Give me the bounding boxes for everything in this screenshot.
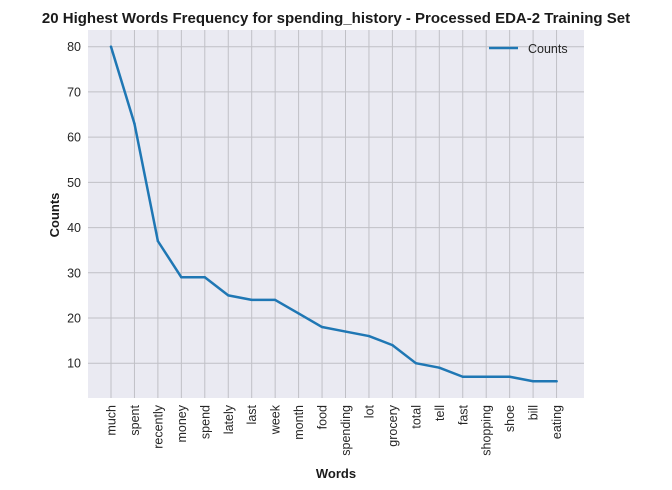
x-tick-label: lot — [362, 404, 376, 418]
y-tick-label: 30 — [67, 266, 81, 280]
x-tick-label: money — [175, 404, 189, 442]
y-tick-label: 10 — [67, 357, 81, 371]
data-point — [508, 375, 511, 378]
y-tick-label: 20 — [67, 311, 81, 325]
x-tick-label: tell — [433, 405, 447, 421]
x-tick-label: fast — [456, 404, 470, 425]
data-point — [227, 294, 230, 297]
data-point — [133, 122, 136, 125]
x-tick-label: eating — [550, 405, 564, 439]
x-tick-label: food — [316, 405, 330, 429]
x-tick-label: spend — [198, 405, 212, 439]
x-tick-label: week — [269, 404, 283, 435]
x-tick-label: last — [245, 404, 259, 424]
data-point — [273, 298, 277, 302]
data-point — [297, 312, 300, 315]
x-tick-label: lately — [222, 404, 236, 434]
x-tick-label: total — [409, 405, 423, 429]
y-tick-label: 60 — [67, 131, 81, 145]
x-axis: much spent recently money spend lately last wee… — [105, 404, 565, 455]
data-point — [203, 276, 206, 279]
data-point — [156, 239, 160, 243]
data-point — [180, 276, 183, 279]
x-axis-label: Words — [316, 466, 356, 481]
series-line-counts — [109, 45, 558, 383]
series-group — [109, 45, 558, 383]
y-tick-label: 40 — [67, 221, 81, 235]
y-tick-label: 50 — [67, 176, 81, 190]
data-point — [344, 330, 347, 333]
y-axis-label: Counts — [47, 193, 62, 238]
x-tick-label: bill — [527, 405, 541, 420]
data-point — [250, 298, 253, 302]
legend: Counts — [489, 42, 568, 56]
y-tick-label: 80 — [67, 40, 81, 54]
x-tick-label: shoe — [503, 405, 517, 432]
x-tick-label: spent — [128, 404, 142, 435]
data-point — [367, 334, 371, 338]
y-axis: 10 20 30 40 50 60 70 80 — [67, 40, 81, 370]
legend-label-counts: Counts — [528, 42, 568, 56]
x-tick-label: shopping — [480, 405, 494, 456]
data-point — [461, 375, 464, 378]
chart-title: 20 Highest Words Frequency for spending_… — [42, 10, 630, 27]
x-tick-label: grocery — [386, 404, 400, 446]
data-point — [531, 380, 535, 383]
plot-area — [88, 30, 584, 398]
x-tick-label: recently — [151, 404, 165, 449]
data-point — [555, 380, 558, 383]
data-point — [109, 45, 113, 48]
data-point — [414, 361, 418, 365]
x-tick-label: spending — [339, 405, 353, 456]
data-point — [320, 325, 324, 329]
x-tick-label: much — [105, 405, 119, 436]
data-point — [391, 343, 394, 347]
x-tick-label: month — [292, 405, 306, 440]
data-point — [485, 375, 488, 378]
data-point — [438, 366, 441, 369]
y-tick-label: 70 — [67, 85, 81, 99]
